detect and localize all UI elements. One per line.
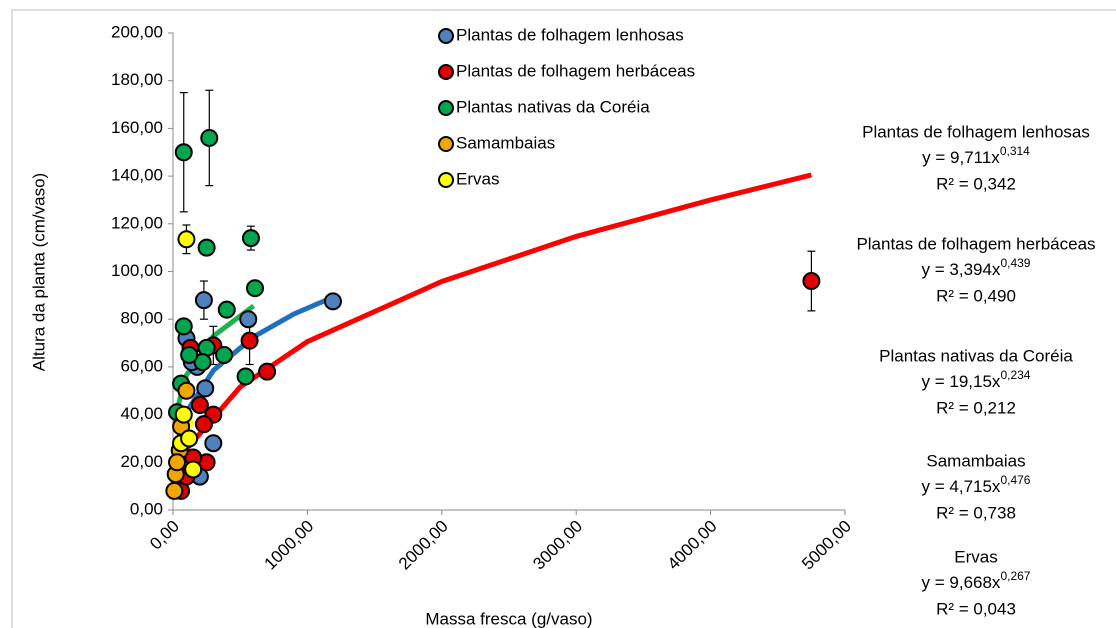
legend-marker [438,64,454,80]
data-point [239,310,258,329]
equation-title: Plantas nativas da Coréia [879,346,1073,365]
data-point [177,230,196,249]
equation: y = 9,711x0,314 [922,144,1030,167]
x-tick-label: 0,00 [146,517,183,554]
equation-exponent: 0,476 [1000,473,1030,487]
equation-exponent: 0,314 [1000,144,1030,158]
y-tick-label: 140,00 [111,166,163,185]
y-tick-label: 0,00 [130,499,163,518]
data-point [200,128,219,147]
data-point [802,272,821,291]
data-point [323,292,342,311]
equation-title: Plantas de folhagem lenhosas [862,122,1090,141]
y-tick-label: 120,00 [111,213,163,232]
legend-marker [438,172,454,188]
equation-title: Samambaias [926,451,1025,470]
equation: y = 9,668x0,267 [922,569,1031,592]
data-point [174,317,193,336]
equation-title: Plantas de folhagem herbáceas [856,234,1095,253]
legend-marker [438,28,454,44]
data-point [177,381,196,400]
y-tick-label: 180,00 [111,70,163,89]
equation: y = 4,715x0,476 [922,473,1031,496]
y-tick-label: 20,00 [120,452,163,471]
legend-label: Ervas [456,169,499,188]
equation-exponent: 0,439 [1000,256,1030,270]
r-squared: R² = 0,738 [936,503,1016,522]
data-point [204,434,223,453]
x-axis-title: Massa fresca (g/vaso) [425,609,592,628]
equation: y = 19,15x0,234 [922,368,1031,391]
data-point [236,367,255,386]
y-tick-label: 40,00 [120,404,163,423]
data-point [165,481,184,500]
legend-label: Plantas de folhagem herbáceas [456,61,695,80]
equation-base: y = 19,15x [922,372,1001,391]
data-point [180,345,199,364]
data-point [168,453,187,472]
data-point [217,300,236,319]
data-point [184,460,203,479]
r-squared: R² = 0,043 [936,599,1016,618]
x-tick-label: 1000,00 [261,517,318,574]
legend-marker [438,100,454,116]
y-tick-label: 80,00 [120,309,163,328]
x-tick-label: 5000,00 [798,517,855,574]
data-point [245,279,264,298]
data-point [258,362,277,381]
equation-title: Ervas [954,547,997,566]
data-point [180,429,199,448]
equation-base: y = 9,668x [922,573,1001,592]
data-point [190,396,209,415]
equation-base: y = 9,711x [922,148,1000,167]
data-point [174,405,193,424]
equation-base: y = 4,715x [922,477,1001,496]
data-point [241,229,260,248]
data-point [174,143,193,162]
data-point [215,345,234,364]
data-point [194,291,213,310]
r-squared: R² = 0,342 [936,174,1016,193]
y-tick-label: 100,00 [111,261,163,280]
data-point [197,238,216,257]
x-tick-label: 3000,00 [529,517,586,574]
data-point [240,331,259,350]
y-axis-title: Altura da planta (cm/vaso) [29,173,48,371]
equation-base: y = 3,394x [922,260,1001,279]
x-tick-label: 2000,00 [395,517,452,574]
equation-exponent: 0,234 [1000,368,1030,382]
trend-line [178,172,813,464]
x-tick-label: 4000,00 [664,517,721,574]
equation: y = 3,394x0,439 [922,256,1031,279]
r-squared: R² = 0,212 [936,398,1016,417]
data-point [194,415,213,434]
r-squared: R² = 0,490 [936,286,1016,305]
y-tick-label: 60,00 [120,356,163,375]
y-tick-label: 160,00 [111,118,163,137]
legend-label: Plantas de folhagem lenhosas [456,25,684,44]
legend-label: Plantas nativas da Coréia [456,97,650,116]
y-tick-label: 200,00 [111,22,163,41]
chart-frame [11,9,1116,628]
data-point [196,379,215,398]
legend-marker [438,136,454,152]
equation-exponent: 0,267 [1000,569,1030,583]
legend-label: Samambaias [456,133,555,152]
